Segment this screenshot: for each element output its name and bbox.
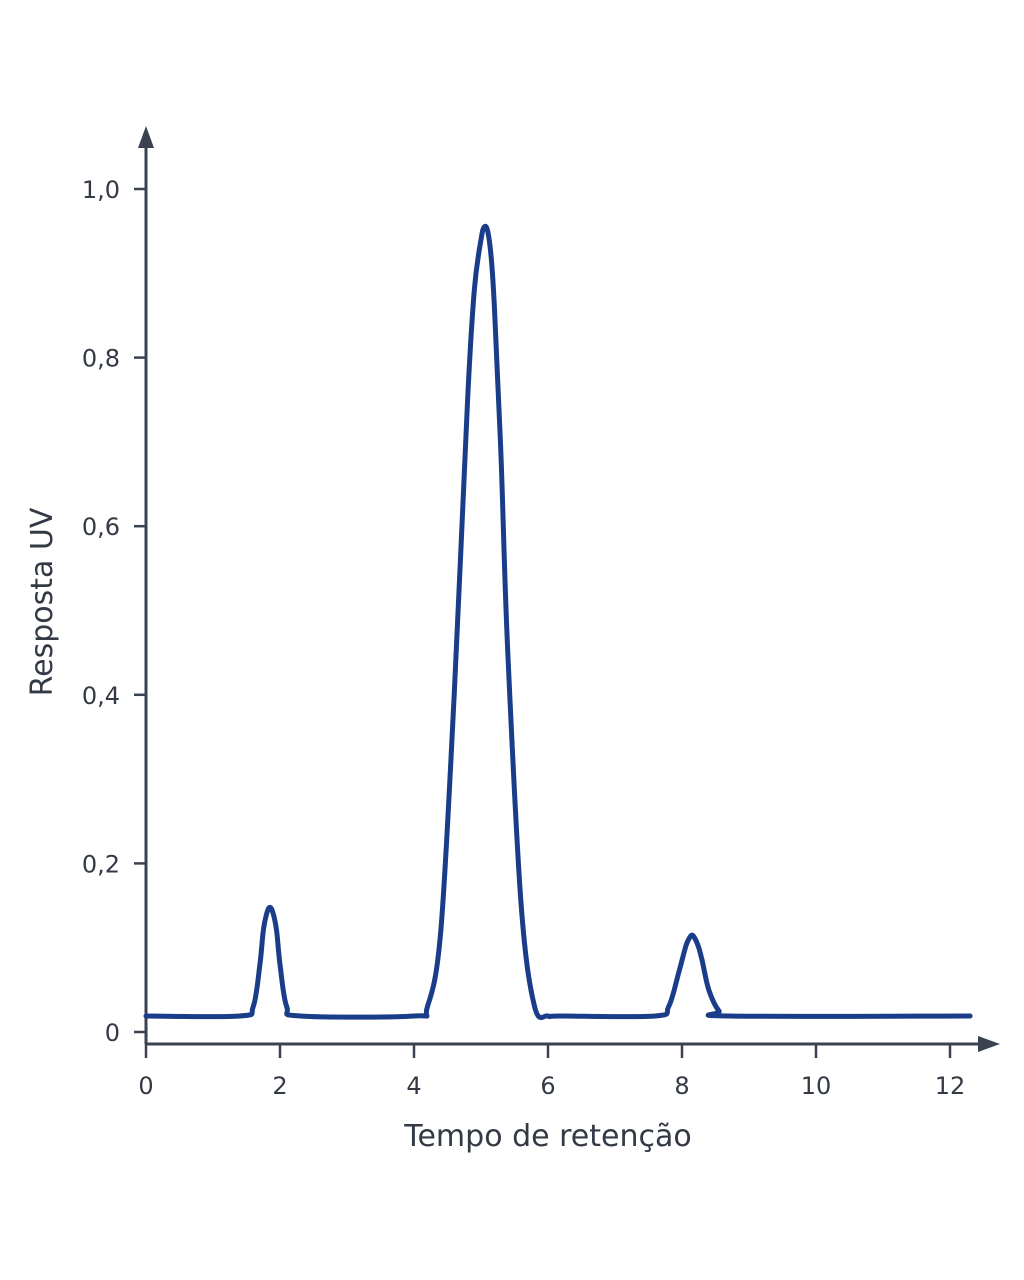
y-tick-label: 0	[105, 1019, 120, 1047]
x-tick-label: 0	[138, 1072, 153, 1100]
axes	[138, 126, 1000, 1052]
y-tick-label: 1,0	[82, 176, 120, 204]
x-tick-label: 2	[272, 1072, 287, 1100]
x-tick-label: 4	[406, 1072, 421, 1100]
y-tick-label: 0,2	[82, 850, 120, 878]
y-tick-label: 0,6	[82, 513, 120, 541]
y-axis-arrow	[138, 126, 154, 148]
y-tick-label: 0,8	[82, 345, 120, 373]
x-tick-label: 12	[935, 1072, 966, 1100]
series-line	[143, 223, 973, 1021]
x-tick-label: 10	[801, 1072, 832, 1100]
x-axis-arrow	[978, 1036, 1000, 1052]
ticks: 0 2 4 6 8 10 12 0 0,2 0,4 0,6 0,8 1,0	[82, 176, 965, 1100]
x-tick-label: 6	[540, 1072, 555, 1100]
y-tick-label: 0,4	[82, 682, 120, 710]
x-tick-label: 8	[674, 1072, 689, 1100]
x-axis-title: Tempo de retenção	[403, 1119, 691, 1154]
y-axis-title: Resposta UV	[25, 507, 60, 696]
